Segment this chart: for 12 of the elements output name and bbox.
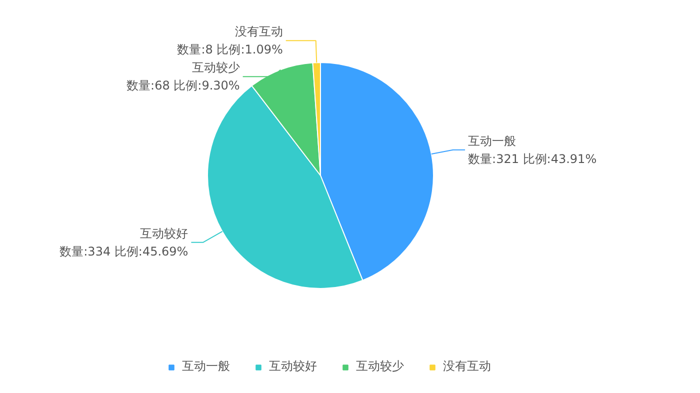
slice-label: 互动较少 bbox=[192, 60, 240, 75]
slice-label: 互动较好 bbox=[140, 226, 188, 240]
legend-label: 互动一般 bbox=[182, 358, 230, 375]
slice-label: 互动一般 bbox=[468, 134, 516, 148]
data-label: 数量:334 比例:45.69% bbox=[60, 244, 188, 258]
data-label: 数量:321 比例:43.91% bbox=[468, 152, 597, 166]
legend-label: 互动较少 bbox=[356, 358, 404, 375]
legend-label: 互动较好 bbox=[269, 358, 317, 375]
data-label: 数量:68 比例:9.30% bbox=[126, 78, 240, 93]
data-label: 数量:8 比例:1.09% bbox=[177, 42, 283, 57]
slice-label: 没有互动 bbox=[234, 24, 283, 39]
legend-label: 没有互动 bbox=[443, 358, 491, 375]
